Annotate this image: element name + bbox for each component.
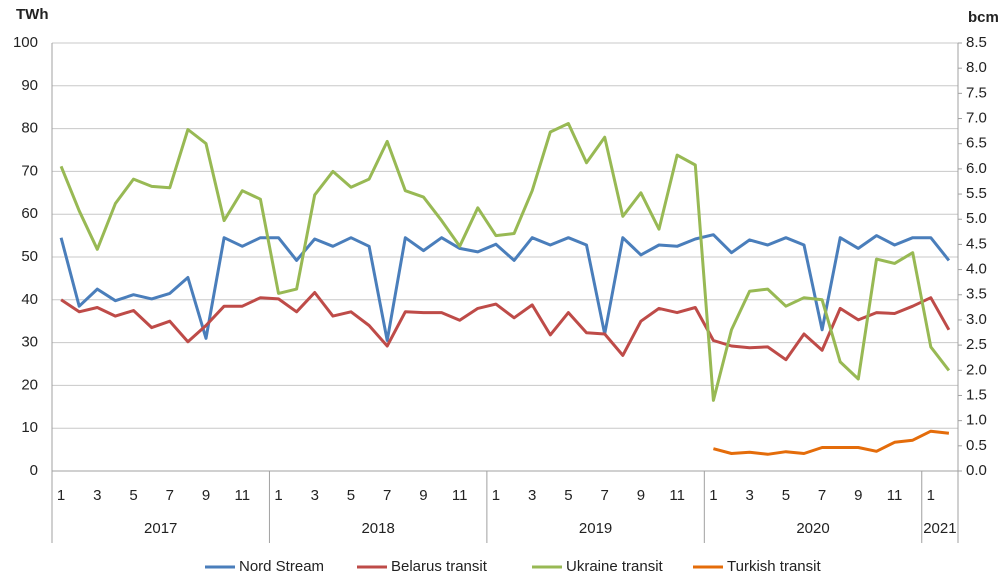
y-tick-label: 50: [21, 248, 38, 265]
y-tick-label: 40: [21, 291, 38, 308]
y-tick-label: 70: [21, 162, 38, 179]
legend-label: Turkish transit: [727, 558, 821, 575]
y2-tick-label: 5.5: [966, 185, 987, 202]
x-tick-label: 7: [600, 487, 608, 504]
y2-tick-label: 4.0: [966, 261, 987, 278]
y2-tick-label: 6.5: [966, 135, 987, 152]
y-tick-label: 0: [30, 462, 38, 479]
y2-axis-label: bcm: [968, 9, 999, 26]
series-line: [60, 291, 951, 362]
x-tick-label: 5: [129, 487, 137, 504]
series-line: [713, 429, 950, 456]
y-tick-label: 30: [21, 334, 38, 351]
y2-tick-label: 1.5: [966, 386, 987, 403]
x-group-label: 2018: [361, 520, 394, 537]
x-group-label: 2019: [579, 520, 612, 537]
x-tick-label: 9: [637, 487, 645, 504]
y-tick-label: 20: [21, 376, 38, 393]
x-tick-label: 1: [274, 487, 282, 504]
y2-tick-label: 7.5: [966, 84, 987, 101]
y2-tick-label: 0.5: [966, 437, 987, 454]
x-group-label: 2020: [796, 520, 829, 537]
y-tick-label: 100: [13, 34, 38, 51]
y2-tick-label: 2.5: [966, 336, 987, 353]
x-tick-label: 7: [383, 487, 391, 504]
x-tick-label: 9: [854, 487, 862, 504]
x-tick-label: 11: [452, 487, 468, 504]
series-line: [59, 233, 951, 342]
x-tick-label: 11: [234, 487, 250, 504]
y2-tick-label: 2.0: [966, 361, 987, 378]
y2-tick-label: 0.0: [966, 462, 987, 479]
y2-tick-label: 6.0: [966, 160, 987, 177]
y2-tick-label: 8.5: [966, 34, 987, 51]
y-axis-label: TWh: [16, 6, 48, 23]
x-tick-label: 11: [887, 487, 903, 504]
series-line: [59, 122, 951, 402]
legend-label: Belarus transit: [391, 558, 488, 575]
x-tick-label: 7: [166, 487, 174, 504]
x-tick-label: 1: [709, 487, 717, 504]
x-tick-label: 3: [528, 487, 536, 504]
x-tick-label: 9: [419, 487, 427, 504]
y2-tick-label: 5.0: [966, 210, 987, 227]
x-group-label: 2017: [144, 520, 177, 537]
legend-label: Nord Stream: [239, 558, 324, 575]
x-tick-label: 7: [818, 487, 826, 504]
x-tick-label: 1: [927, 487, 935, 504]
y-tick-label: 10: [21, 419, 38, 436]
x-tick-label: 9: [202, 487, 210, 504]
y2-tick-label: 4.5: [966, 235, 987, 252]
y2-tick-label: 8.0: [966, 59, 987, 76]
x-group-label: 2021: [923, 520, 956, 537]
y-tick-label: 80: [21, 120, 38, 137]
y-tick-label: 90: [21, 77, 38, 94]
x-tick-label: 1: [492, 487, 500, 504]
y-tick-label: 60: [21, 205, 38, 222]
x-tick-label: 3: [745, 487, 753, 504]
x-tick-label: 5: [347, 487, 355, 504]
x-tick-label: 3: [311, 487, 319, 504]
y2-tick-label: 3.0: [966, 311, 987, 328]
y2-tick-label: 3.5: [966, 286, 987, 303]
legend-label: Ukraine transit: [566, 558, 664, 575]
x-tick-label: 11: [669, 487, 685, 504]
x-tick-label: 5: [782, 487, 790, 504]
x-tick-label: 5: [564, 487, 572, 504]
x-tick-label: 3: [93, 487, 101, 504]
x-tick-label: 1: [57, 487, 65, 504]
y2-tick-label: 1.0: [966, 412, 987, 429]
y2-tick-label: 7.0: [966, 109, 987, 126]
